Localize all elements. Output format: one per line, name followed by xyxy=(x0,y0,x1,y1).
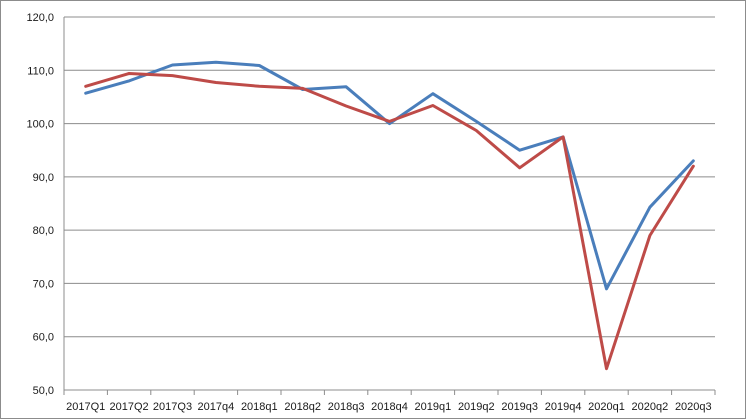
x-tick-label: 2019q3 xyxy=(501,401,538,413)
y-axis-tick-labels: 50,0 60,0 70,0 80,0 90,0 100,0 110,0 120,0 xyxy=(26,12,54,397)
y-tick-label: 50,0 xyxy=(33,385,54,397)
series-line-2 xyxy=(84,72,695,371)
y-tick-label: 120,0 xyxy=(26,12,54,24)
x-tick-label: 2018q4 xyxy=(371,401,408,413)
x-tick-label: 2018q2 xyxy=(284,401,321,413)
y-tick-label: 80,0 xyxy=(33,225,54,237)
y-tick-label: 70,0 xyxy=(33,278,54,290)
y-tick-label: 90,0 xyxy=(33,172,54,184)
series-lines xyxy=(84,60,695,371)
x-tick-label: 2019q2 xyxy=(458,401,495,413)
x-tick-label: 2020q2 xyxy=(632,401,669,413)
x-tick-label: 2018q3 xyxy=(328,401,365,413)
x-tick-label: 2017Q2 xyxy=(110,401,149,413)
y-tick-label: 110,0 xyxy=(27,65,54,77)
y-tick-label: 60,0 xyxy=(33,332,54,344)
x-tick-label: 2017q4 xyxy=(198,401,235,413)
x-tick-label: 2017Q3 xyxy=(153,401,192,413)
x-tick-label: 2018q1 xyxy=(241,401,278,413)
x-axis-tick-labels: 2017Q1 2017Q2 2017Q3 2017q4 2018q1 2018q2 2018… xyxy=(66,401,712,413)
x-tick-label: 2019q4 xyxy=(545,401,582,413)
y-tick-label: 100,0 xyxy=(26,119,54,131)
x-tick-label: 2017Q1 xyxy=(66,401,105,413)
series-line-1 xyxy=(84,60,695,291)
x-tick-label: 2020q3 xyxy=(675,401,712,413)
x-tick-label: 2019q1 xyxy=(415,401,452,413)
x-tick-label: 2020q1 xyxy=(588,401,625,413)
